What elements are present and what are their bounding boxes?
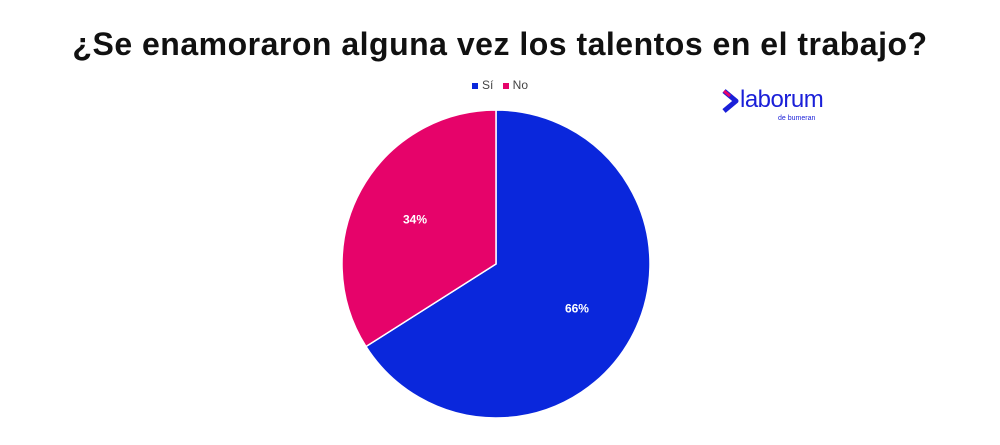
logo-word: laborum (740, 86, 824, 113)
chart-title: ¿Se enamoraron alguna vez los talentos e… (72, 26, 928, 62)
laborum-logo: laborum de bumeran (722, 88, 832, 128)
pie-slice-no[interactable] (341, 109, 497, 348)
data-label: 66% (565, 302, 589, 316)
pie-slice-si[interactable] (364, 109, 651, 419)
chevron-logo-icon (722, 89, 739, 113)
legend-label: No (512, 78, 529, 92)
data-label: 34% (403, 212, 427, 226)
legend-item-si[interactable]: Sí (471, 78, 494, 92)
legend: Sí No (0, 77, 1000, 93)
legend-swatch (471, 82, 478, 89)
legend-item-no[interactable]: No (502, 78, 529, 92)
logo-tagline: de bumeran (778, 115, 816, 122)
legend-label: Sí (481, 78, 494, 92)
legend-swatch (502, 82, 509, 89)
